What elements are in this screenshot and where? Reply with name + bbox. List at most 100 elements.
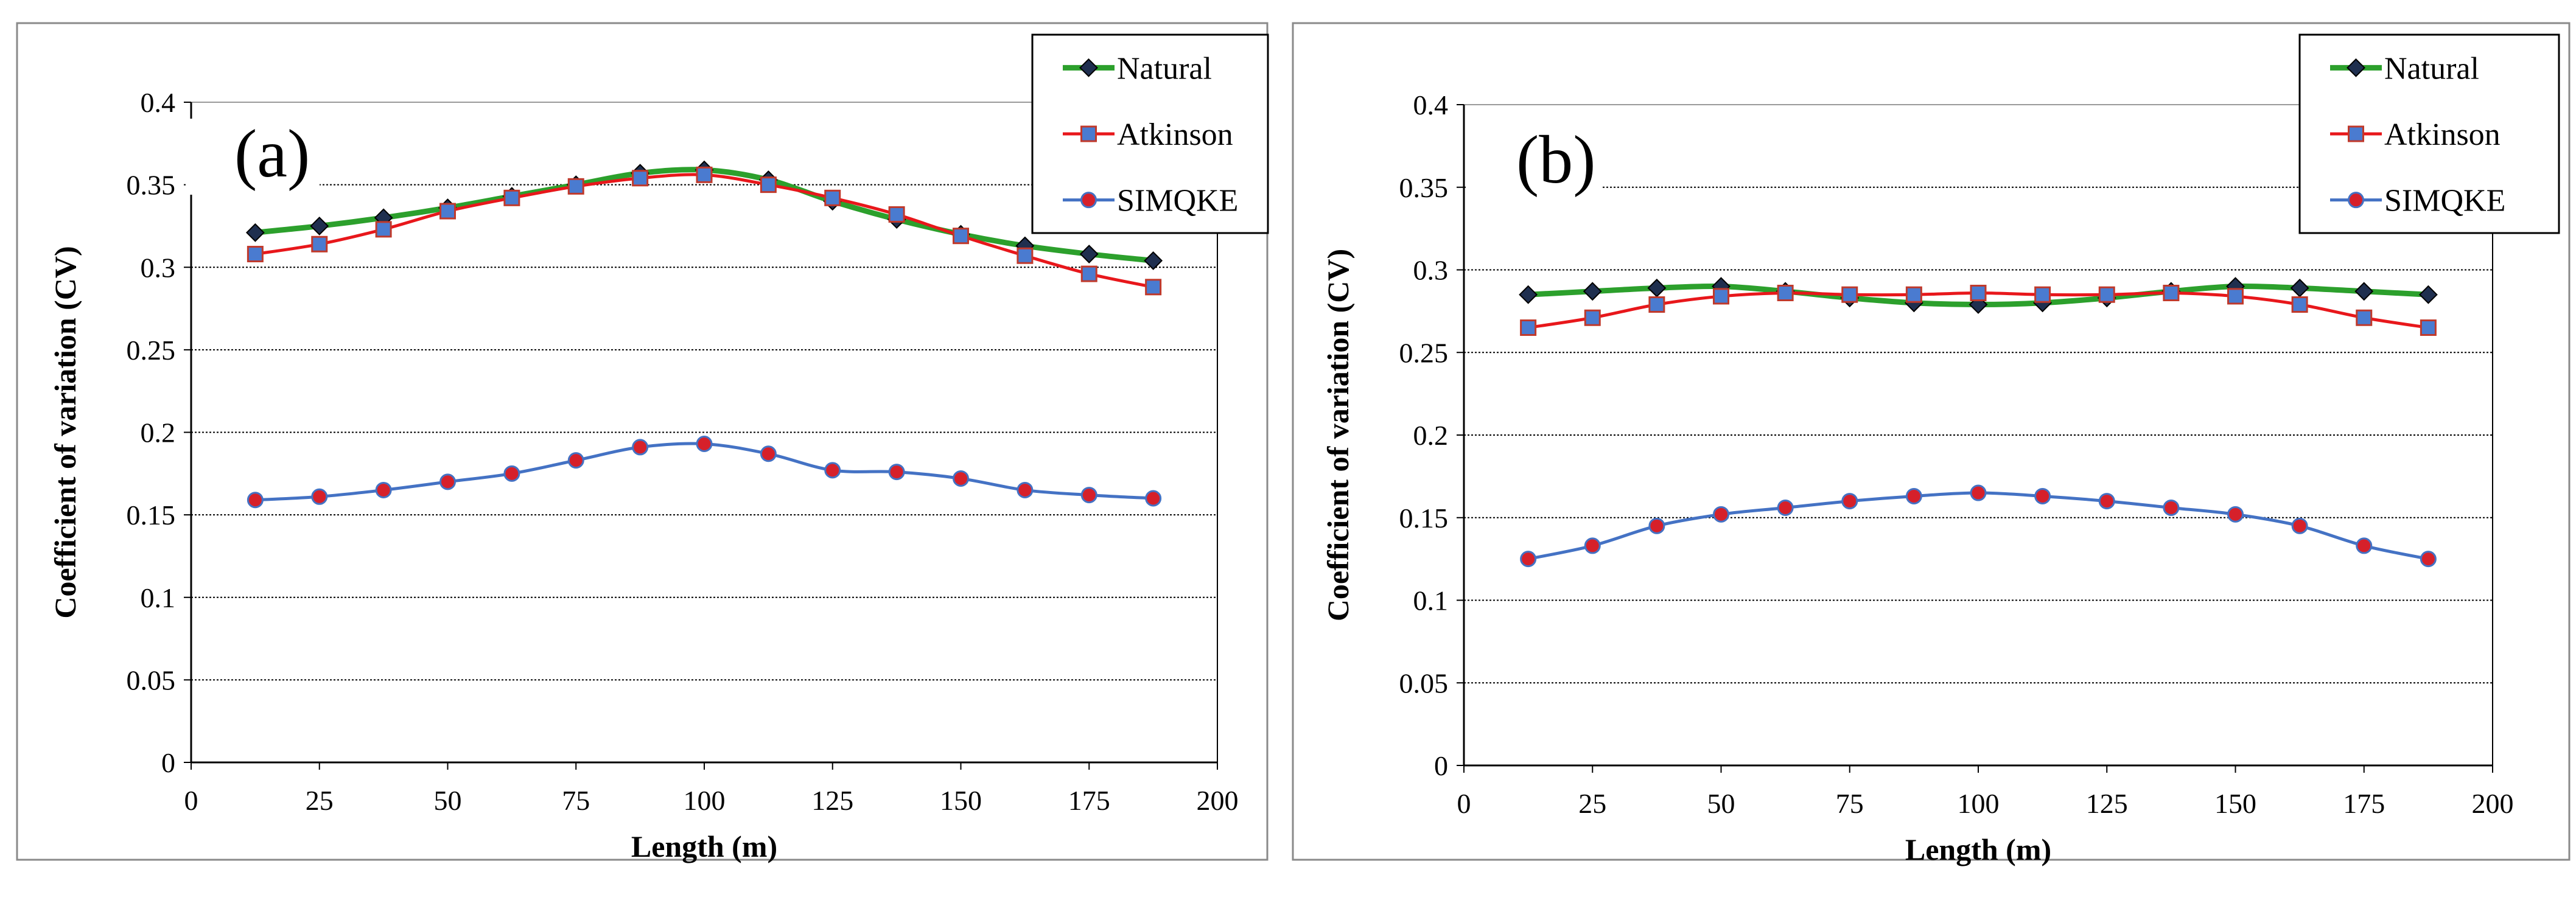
data-point-atkinson-3 <box>1713 288 1729 305</box>
data-point-atkinson-2 <box>375 221 392 238</box>
x-tick-label: 150 <box>940 785 982 816</box>
data-point-simqke-2 <box>375 481 392 498</box>
y-tick-label: 0.15 <box>127 500 176 531</box>
data-point-atkinson-6 <box>632 170 649 187</box>
legend-label-natural: Natural <box>2384 51 2479 86</box>
data-point-atkinson-3 <box>439 203 456 220</box>
x-tick-label: 100 <box>1958 788 2000 819</box>
data-point-atkinson-1 <box>311 235 328 253</box>
x-tick-label: 0 <box>1457 788 1471 819</box>
x-tick-label: 100 <box>684 785 726 816</box>
data-point-natural-0 <box>1519 285 1538 304</box>
data-point-simqke-13 <box>1080 487 1097 504</box>
data-point-natural-13 <box>1079 245 1099 263</box>
data-point-natural-1 <box>1583 282 1602 301</box>
x-tick-label: 0 <box>184 785 198 816</box>
legend: Natural Atkinson SIMQKE <box>1031 33 1269 234</box>
chart-panel-b: 0 0.05 0.1 0.15 0.2 0.25 0.3 0.35 0.4 0 25 50 75 100 1… <box>1288 0 2576 906</box>
data-point-legend-simqke-0 <box>2348 192 2364 209</box>
y-tick-label: 0.25 <box>127 335 176 366</box>
data-point-legend-atkinson-0 <box>2348 125 2364 142</box>
data-point-atkinson-13 <box>2356 309 2373 326</box>
x-tick-label: 25 <box>306 785 334 816</box>
y-tick-label: 0.4 <box>1413 89 1449 120</box>
data-point-simqke-1 <box>1584 537 1601 554</box>
data-point-simqke-11 <box>2227 506 2244 523</box>
data-point-simqke-8 <box>760 445 777 462</box>
x-tick-label: 75 <box>562 785 590 816</box>
y-tick-label: 0.1 <box>141 582 176 613</box>
data-point-simqke-4 <box>503 465 520 482</box>
data-point-atkinson-5 <box>1841 286 1858 303</box>
y-tick-label: 0 <box>1434 750 1448 781</box>
data-point-atkinson-10 <box>888 206 905 223</box>
legend-label-atkinson: Atkinson <box>2384 117 2501 152</box>
data-point-simqke-9 <box>2098 493 2115 510</box>
data-point-natural-0 <box>245 223 265 242</box>
y-axis-title: Coefficient of variation (CV) <box>1321 249 1355 621</box>
data-point-legend-natural-0 <box>1079 58 1098 77</box>
data-point-atkinson-14 <box>1145 279 1162 296</box>
y-tick-label: 0.05 <box>1399 667 1449 699</box>
x-tick-label: 200 <box>2472 788 2514 819</box>
data-point-atkinson-9 <box>824 189 841 206</box>
x-axis-title: Length (m) <box>1905 832 2051 866</box>
data-point-simqke-13 <box>2356 537 2373 554</box>
data-point-natural-13 <box>2354 282 2374 301</box>
data-point-atkinson-11 <box>2227 288 2244 305</box>
line-chart-b: 0 0.05 0.1 0.15 0.2 0.25 0.3 0.35 0.4 0 25 50 75 100 1… <box>1292 22 2571 866</box>
data-point-atkinson-4 <box>503 189 520 206</box>
panel-label: (a) <box>234 116 310 192</box>
x-tick-label: 75 <box>1836 788 1864 819</box>
data-point-simqke-10 <box>888 464 905 481</box>
data-point-simqke-9 <box>824 462 841 479</box>
panel-label: (b) <box>1516 122 1596 198</box>
series-simqke <box>247 435 1162 509</box>
data-point-simqke-4 <box>1777 499 1794 516</box>
y-tick-label: 0.3 <box>1413 255 1449 286</box>
legend-label-simqke: SIMQKE <box>2384 184 2505 218</box>
y-tick-label: 0.3 <box>141 252 176 283</box>
data-point-atkinson-2 <box>1648 296 1665 313</box>
data-point-atkinson-11 <box>953 228 969 245</box>
data-point-simqke-7 <box>696 435 713 452</box>
data-point-atkinson-13 <box>1080 265 1097 282</box>
data-point-simqke-11 <box>953 470 969 487</box>
x-tick-label: 175 <box>2343 788 2385 819</box>
y-tick-label: 0.35 <box>127 170 176 201</box>
legend-label-atkinson: Atkinson <box>1117 117 1233 152</box>
data-point-simqke-14 <box>2420 551 2437 568</box>
legend-label-natural: Natural <box>1117 51 1212 86</box>
series-atkinson <box>247 166 1162 296</box>
data-point-atkinson-6 <box>1905 286 1922 303</box>
y-tick-label: 0.4 <box>141 87 176 118</box>
legend-label-simqke: SIMQKE <box>1117 184 1238 218</box>
x-tick-label: 150 <box>2214 788 2256 819</box>
data-point-atkinson-14 <box>2420 319 2437 336</box>
series-simqke <box>1520 484 2437 568</box>
x-tick-label: 50 <box>1707 788 1735 819</box>
data-point-atkinson-7 <box>696 166 713 183</box>
y-tick-label: 0 <box>161 747 175 778</box>
data-point-natural-14 <box>2418 285 2438 304</box>
x-tick-label: 125 <box>2086 788 2128 819</box>
data-point-atkinson-5 <box>567 178 584 195</box>
data-point-simqke-14 <box>1145 490 1162 507</box>
data-point-atkinson-9 <box>2098 286 2115 303</box>
data-point-atkinson-7 <box>1970 285 1987 302</box>
line-chart-a: 0 0.05 0.1 0.15 0.2 0.25 0.3 0.35 0.4 0 25 50 75 100 1… <box>16 22 1269 863</box>
data-point-legend-natural-0 <box>2347 58 2365 77</box>
data-point-natural-1 <box>310 217 329 235</box>
data-point-atkinson-4 <box>1777 285 1794 302</box>
data-point-simqke-12 <box>2291 517 2308 534</box>
data-point-atkinson-1 <box>1584 309 1601 326</box>
data-point-simqke-0 <box>1520 551 1537 568</box>
data-point-atkinson-0 <box>1520 319 1537 336</box>
data-point-atkinson-8 <box>2034 286 2051 303</box>
panel-label-bg <box>1468 125 1601 201</box>
data-point-simqke-6 <box>1905 487 1922 504</box>
data-point-simqke-5 <box>567 452 584 469</box>
x-tick-label: 200 <box>1197 785 1239 816</box>
y-tick-label: 0.15 <box>1399 503 1449 534</box>
data-point-simqke-3 <box>439 473 456 490</box>
